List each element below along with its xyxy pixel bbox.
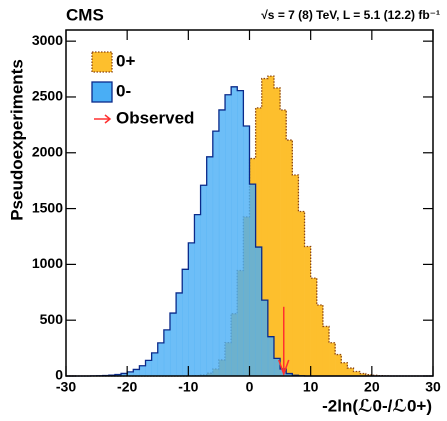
histogram-bar	[335, 354, 342, 376]
chart-title: CMS	[66, 5, 104, 24]
histogram-bar	[316, 305, 324, 376]
histogram-bar	[273, 358, 281, 376]
histogram-bar	[145, 360, 152, 376]
histogram-bar	[347, 368, 354, 376]
histogram-bar	[163, 329, 171, 376]
histogram-bar	[194, 214, 201, 376]
histogram-bar	[182, 269, 189, 376]
x-tick-label: -10	[178, 379, 198, 395]
chart-subtitle: √s = 7 (8) TeV, L = 5.1 (12.2) fb⁻¹	[261, 8, 440, 22]
y-tick-label: 1000	[32, 255, 63, 271]
histogram-bar	[237, 90, 244, 376]
histogram-bar	[139, 365, 146, 376]
legend-label: Observed	[116, 108, 194, 127]
histogram-bar	[273, 87, 281, 376]
y-tick-label: 2000	[32, 143, 63, 159]
histogram-bar	[212, 131, 220, 376]
legend-label: 0+	[116, 51, 135, 70]
y-tick-label: 0	[55, 367, 63, 383]
histogram-bar	[267, 76, 275, 376]
x-tick-label: 10	[303, 379, 319, 395]
legend-swatch	[91, 51, 113, 73]
x-tick-label: 30	[425, 379, 441, 395]
histogram-bar	[359, 373, 367, 376]
histogram-bar	[133, 369, 140, 376]
histogram-bar	[298, 211, 305, 376]
histogram-bar	[169, 313, 177, 376]
legend-swatch	[91, 81, 113, 103]
x-tick-label: -30	[56, 379, 76, 395]
histogram-bar	[261, 300, 269, 376]
histogram-outline	[66, 75, 433, 377]
x-tick-label: -20	[117, 379, 137, 395]
legend-label: 0-	[116, 81, 131, 100]
histogram-bar	[176, 292, 183, 376]
histogram-bar	[127, 371, 134, 376]
x-tick-label: 0	[246, 379, 254, 395]
histogram-bar	[151, 352, 159, 376]
histogram-bar	[206, 156, 214, 376]
histogram-bar	[267, 336, 275, 376]
histogram-bar	[286, 140, 293, 376]
histogram-bar	[292, 174, 299, 376]
histogram-bar	[218, 109, 226, 376]
histogram-bar	[255, 107, 263, 376]
histogram-bar	[121, 373, 128, 376]
y-tick-label: 500	[40, 311, 64, 327]
y-tick-label: 2500	[32, 88, 63, 104]
observed-arrowhead	[278, 359, 290, 377]
histogram-bar	[304, 246, 311, 376]
histogram-bar	[188, 242, 195, 376]
histogram-bar	[310, 278, 318, 376]
y-tick-label: 3000	[32, 32, 63, 48]
histogram-bar	[231, 86, 238, 376]
histogram-bar	[255, 247, 263, 376]
histogram-bar	[243, 125, 250, 377]
histogram-bar	[249, 184, 256, 376]
histogram-bar	[353, 371, 360, 376]
histogram-bar	[225, 94, 232, 377]
histogram-bar	[322, 326, 330, 376]
histogram-bar	[200, 185, 207, 376]
histogram-bar	[286, 373, 293, 376]
histogram-bar	[261, 78, 269, 377]
histogram-bar	[157, 342, 165, 376]
x-tick-label: 20	[364, 379, 380, 395]
x-axis-label: -2ln(ℒ0-/ℒ0+)	[322, 396, 432, 415]
legend-arrowhead	[104, 114, 112, 124]
histogram-bar	[280, 110, 287, 376]
histogram-bar	[341, 362, 348, 376]
y-tick-label: 1500	[32, 199, 63, 215]
histogram-bar	[329, 342, 336, 376]
y-axis-label: Pseudoexperiments	[7, 59, 26, 221]
